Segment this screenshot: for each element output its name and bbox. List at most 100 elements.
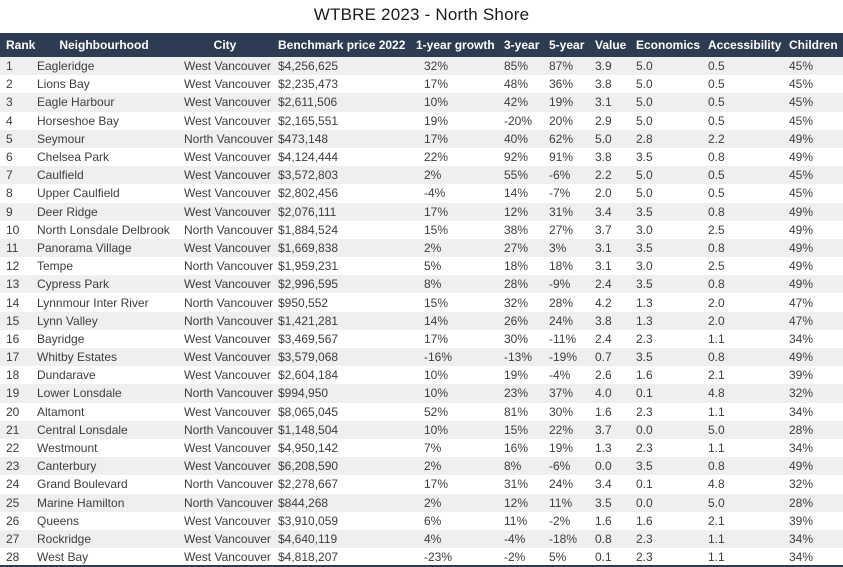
table-row: 28 West Bay West Vancouver $4,818,207 -23% -2… [0,548,843,567]
cell-5-year: 20% [549,113,574,128]
cell-accessibility: 5.0 [708,422,725,437]
cell-5-year: 22% [549,422,574,437]
cell-value: 3.4 [595,204,612,219]
cell-value: 3.8 [595,313,612,328]
cell-1-year-growth: 17% [424,131,449,146]
cell-5-year: -18% [549,531,578,546]
cell-children: 39% [789,368,814,383]
cell-accessibility: 2.1 [708,513,725,528]
cell-city: West Vancouver [184,95,271,110]
table-row: 4 Horseshoe Bay West Vancouver $2,165,551 19… [0,111,843,130]
cell-1-year-growth: 6% [424,513,442,528]
table-row: 3 Eagle Harbour West Vancouver $2,611,506 10… [0,93,843,112]
cell-benchmark-price-2022: $1,959,231 [278,259,339,274]
cell-children: 28% [789,495,814,510]
cell-benchmark-price-2022: $2,076,111 [278,204,337,219]
cell-accessibility: 2.5 [708,259,725,274]
cell-3-year: 11% [504,513,528,528]
cell-accessibility: 1.1 [708,549,725,564]
cell-5-year: 28% [549,295,574,310]
cell-1-year-growth: 15% [424,295,449,310]
cell-city: North Vancouver [184,477,274,492]
cell-value: 2.2 [595,168,612,183]
cell-value: 3.8 [595,150,612,165]
cell-neighbourhood: West Bay [37,549,89,564]
cell-5-year: -6% [549,459,571,474]
cell-neighbourhood: Whitby Estates [37,350,118,365]
cell-city: West Vancouver [184,77,271,92]
cell-1-year-growth: 2% [424,168,442,183]
cell-1-year-growth: 14% [424,313,449,328]
cell-accessibility: 0.8 [708,459,725,474]
cell-1-year-growth: -16% [424,350,453,365]
cell-children: 47% [789,295,814,310]
cell-rank: 27 [6,531,20,546]
cell-benchmark-price-2022: $3,572,803 [278,168,339,183]
cell-3-year: 38% [504,222,529,237]
cell-3-year: 16% [504,441,529,456]
cell-accessibility: 0.8 [708,277,725,292]
cell-children: 49% [789,259,814,274]
table-row: 10 North Lonsdale Delbrook North Vancouver… [0,220,843,239]
cell-rank: 19 [6,386,20,401]
table-row: 2 Lions Bay West Vancouver $2,235,473 17% 48%… [0,75,843,94]
cell-children: 34% [789,531,814,546]
cell-1-year-growth: 17% [424,77,449,92]
cell-neighbourhood: Chelsea Park [37,150,110,165]
cell-benchmark-price-2022: $1,421,281 [278,313,339,328]
table-row: 24 Grand Boulevard North Vancouver $2,278,6… [0,475,843,494]
cell-1-year-growth: 10% [424,422,449,437]
cell-rank: 24 [6,477,20,492]
cell-children: 49% [789,350,814,365]
cell-children: 32% [789,477,814,492]
table-row: 26 Queens West Vancouver $3,910,059 6% 11% -2%… [0,511,843,530]
table-row: 27 Rockridge West Vancouver $4,640,119 4% -4%… [0,529,843,549]
cell-rank: 7 [6,168,13,183]
cell-benchmark-price-2022: $994,950 [278,386,329,401]
cell-neighbourhood: Marine Hamilton [37,495,125,510]
cell-3-year: 14% [504,186,529,201]
cell-accessibility: 2.1 [708,368,725,383]
cell-children: 34% [789,331,814,346]
cell-3-year: 48% [504,77,529,92]
cell-neighbourhood: Queens [37,513,80,528]
cell-5-year: 24% [549,313,574,328]
cell-rank: 5 [6,131,13,146]
column-header-value: Value [589,33,630,57]
cell-economics: 2.3 [636,531,653,546]
cell-economics: 0.0 [636,422,653,437]
cell-economics: 3.5 [636,350,653,365]
cell-benchmark-price-2022: $2,278,667 [278,477,339,492]
cell-value: 3.8 [595,77,612,92]
column-header-1-year-growth: 1-year growth [410,33,498,57]
cell-city: West Vancouver [184,459,271,474]
cell-accessibility: 4.8 [708,477,725,492]
cell-benchmark-price-2022: $2,996,595 [278,277,339,292]
table-row: 21 Central Lonsdale North Vancouver $1,148,… [0,420,843,439]
cell-neighbourhood: Dundarave [37,368,96,383]
column-header-3-year: 3-year [498,33,543,57]
cell-city: North Vancouver [184,131,274,146]
cell-children: 49% [789,277,814,292]
cell-1-year-growth: 32% [424,59,449,74]
cell-city: North Vancouver [184,295,274,310]
cell-accessibility: 2.5 [708,222,725,237]
cell-rank: 1 [6,59,13,74]
cell-children: 45% [789,77,814,92]
cell-accessibility: 1.1 [708,331,725,346]
cell-benchmark-price-2022: $4,950,142 [278,441,339,456]
cell-5-year: 37% [549,386,574,401]
cell-economics: 1.6 [636,513,653,528]
cell-rank: 28 [6,549,20,564]
cell-value: 3.7 [595,422,612,437]
cell-5-year: 62% [549,131,574,146]
cell-3-year: 27% [504,240,529,255]
cell-5-year: 3% [549,240,567,255]
cell-accessibility: 0.8 [708,150,725,165]
cell-value: 0.1 [595,549,612,564]
cell-city: West Vancouver [184,59,271,74]
cell-children: 49% [789,222,814,237]
cell-city: West Vancouver [184,441,271,456]
cell-children: 47% [789,313,814,328]
cell-value: 3.1 [595,259,612,274]
